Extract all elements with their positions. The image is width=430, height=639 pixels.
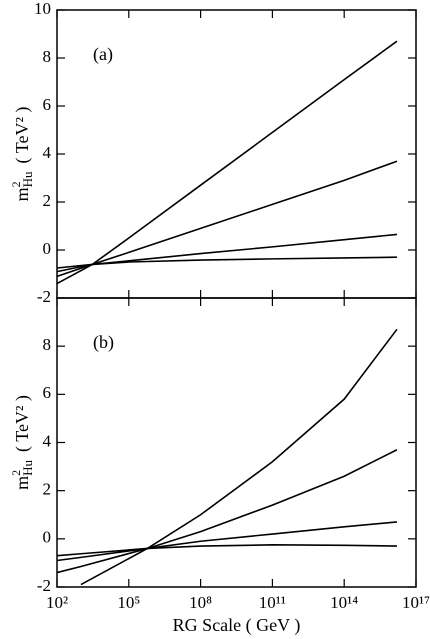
x-tick-label: 10¹⁴ <box>330 593 358 612</box>
y-tick-label: 6 <box>43 383 52 402</box>
y-label-base: m <box>12 476 32 490</box>
y-label-base: m <box>12 187 32 201</box>
y-tick-label: 0 <box>43 239 52 258</box>
y-tick-label: 2 <box>43 191 52 210</box>
y-label-sub: Hu <box>20 171 35 187</box>
x-tick-label: 10¹⁷ <box>402 593 430 612</box>
series-line <box>56 521 398 562</box>
panel-label: (a) <box>93 44 113 65</box>
y-label-unit: ( TeV² ) <box>12 107 33 164</box>
x-tick-label: 10⁵ <box>117 593 140 612</box>
y-axis-label: m2Hu ( TeV² ) <box>9 395 35 490</box>
y-tick-label: 0 <box>43 528 52 547</box>
y-tick-label: 2 <box>43 480 52 499</box>
y-label-sup: 2 <box>9 470 23 476</box>
x-tick-label: 10⁸ <box>189 593 212 612</box>
y-tick-label: 6 <box>43 95 52 114</box>
y-tick-label: -2 <box>37 287 51 306</box>
y-label-unit: ( TeV² ) <box>12 395 33 452</box>
y-axis-label: m2Hu ( TeV² ) <box>9 107 35 202</box>
y-label-sub: Hu <box>20 459 35 475</box>
series-line <box>80 328 398 586</box>
y-tick-label: 10 <box>34 0 51 18</box>
y-label-sup: 2 <box>9 181 23 187</box>
series-line <box>56 449 398 574</box>
y-tick-label: 8 <box>43 47 52 66</box>
series-line <box>56 544 397 557</box>
y-tick-label: 4 <box>43 431 52 450</box>
y-tick-label: -2 <box>37 576 51 595</box>
series-line <box>56 256 397 269</box>
series-line <box>56 40 398 285</box>
x-tick-label: 10² <box>46 593 68 612</box>
y-tick-label: 4 <box>43 143 52 162</box>
x-axis-label: RG Scale ( GeV ) <box>173 615 301 636</box>
x-tick-label: 10¹¹ <box>259 593 286 612</box>
y-tick-label: 8 <box>43 335 52 354</box>
panel-label: (b) <box>93 332 114 353</box>
